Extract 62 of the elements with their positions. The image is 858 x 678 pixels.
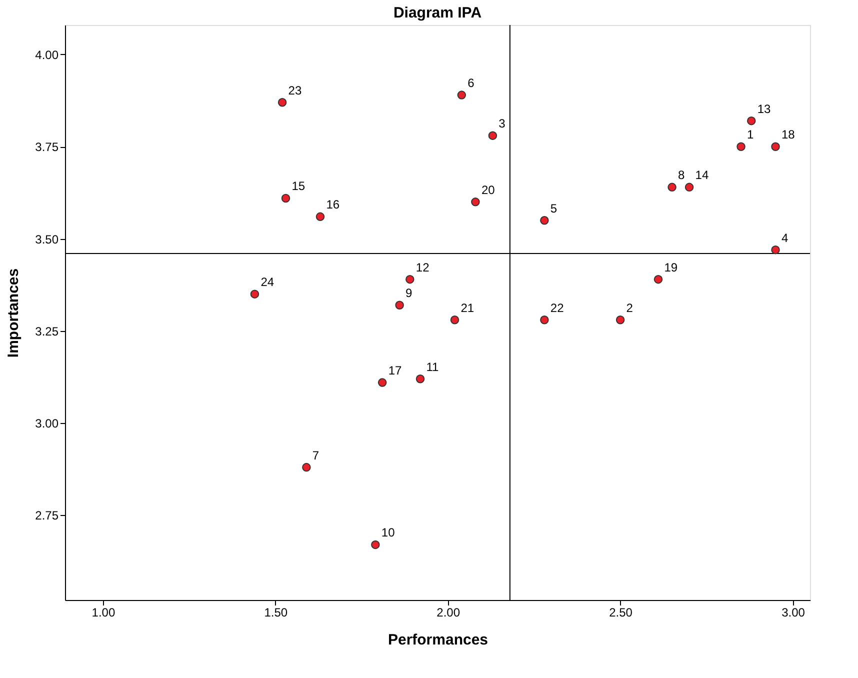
annotation: 4 — [782, 230, 789, 245]
annotation: 17 — [388, 364, 402, 378]
point — [488, 131, 498, 140]
annotation: 5 — [550, 201, 558, 216]
point — [471, 198, 480, 206]
y-tick-label: 3.00 — [35, 416, 59, 431]
annotation: 14 — [695, 168, 709, 182]
annotation: 23 — [288, 83, 302, 98]
annotation: 18 — [782, 128, 796, 142]
annotation: 11 — [426, 360, 440, 374]
annotation: 1 — [747, 128, 754, 142]
annotation: 12 — [416, 260, 430, 274]
x-tick-label: 2.50 — [609, 606, 633, 620]
point — [540, 316, 549, 324]
annotation: 9 — [406, 286, 413, 300]
point — [316, 212, 325, 222]
point — [540, 216, 549, 225]
annotation: 15 — [292, 179, 306, 194]
x-tick-label: 1.50 — [264, 606, 288, 620]
point — [668, 182, 676, 192]
point — [771, 245, 780, 254]
point — [616, 316, 625, 324]
annotation: 8 — [678, 168, 686, 182]
x-tick-label: 3.00 — [782, 606, 806, 620]
annotation: 22 — [550, 300, 564, 315]
point — [450, 316, 460, 324]
annotation: 2 — [626, 300, 634, 315]
y-tick-label: 3.25 — [35, 324, 59, 338]
point — [457, 90, 466, 100]
annotation: 3 — [498, 116, 506, 131]
annotation: 24 — [260, 275, 274, 290]
point — [416, 374, 425, 384]
point — [371, 540, 380, 550]
annotation: 6 — [468, 76, 475, 90]
point — [250, 290, 260, 298]
point — [278, 98, 287, 107]
annotation: 20 — [481, 182, 496, 197]
y-tick-label: 3.75 — [35, 140, 59, 154]
point — [654, 274, 663, 284]
annotation: 13 — [757, 102, 772, 116]
annotation: 19 — [664, 260, 678, 274]
point — [771, 142, 780, 151]
x-tick-label: 2.00 — [436, 606, 460, 620]
point — [302, 462, 311, 472]
y-tick-label: 2.75 — [35, 508, 59, 523]
point — [395, 300, 404, 310]
y-tick-label: 4.00 — [35, 48, 59, 62]
y-tick-label: 3.50 — [35, 232, 59, 246]
point — [684, 182, 694, 192]
annotation: 16 — [326, 198, 340, 212]
annotation: 10 — [381, 526, 396, 540]
point — [746, 116, 756, 126]
point — [736, 142, 746, 151]
annotation: 7 — [312, 448, 320, 462]
point — [406, 274, 414, 284]
y-axis-title: Importances — [5, 268, 22, 358]
x-axis-title: Performances — [388, 632, 488, 648]
chart-title: Diagram IPA — [393, 4, 482, 22]
point — [281, 194, 290, 203]
point — [378, 378, 387, 387]
x-tick-label: 1.00 — [92, 606, 116, 620]
annotation: 21 — [460, 300, 474, 315]
